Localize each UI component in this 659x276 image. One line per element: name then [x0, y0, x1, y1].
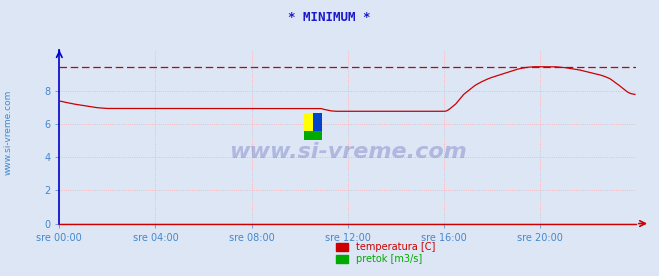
Text: www.si-vreme.com: www.si-vreme.com	[229, 142, 467, 162]
Text: www.si-vreme.com: www.si-vreme.com	[3, 90, 13, 175]
FancyBboxPatch shape	[304, 131, 322, 140]
Text: * MINIMUM *: * MINIMUM *	[288, 11, 371, 24]
FancyBboxPatch shape	[304, 113, 314, 131]
FancyBboxPatch shape	[314, 113, 322, 131]
Legend: temperatura [C], pretok [m3/s]: temperatura [C], pretok [m3/s]	[332, 238, 439, 268]
